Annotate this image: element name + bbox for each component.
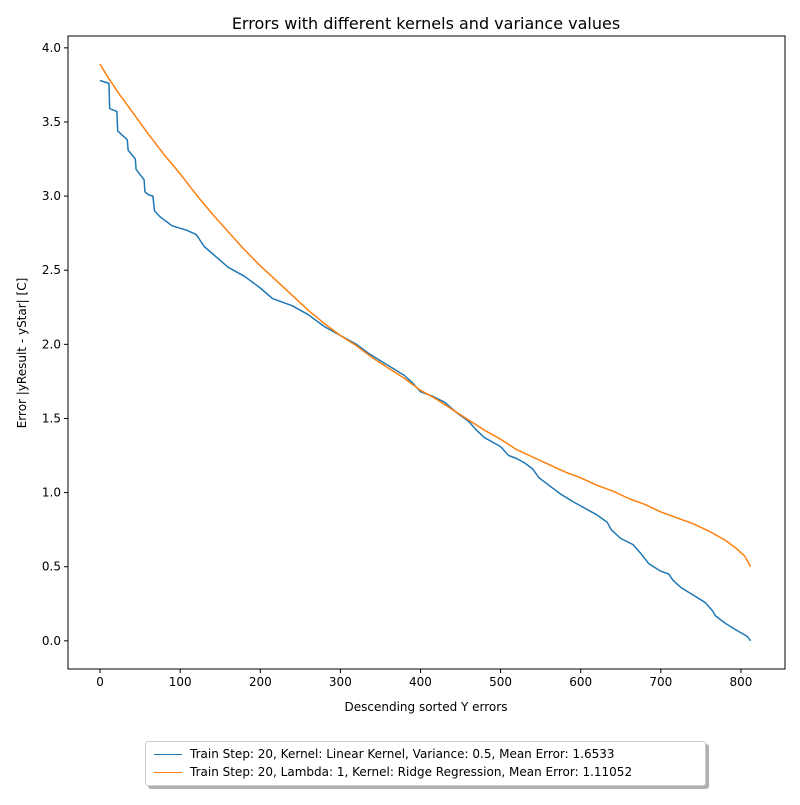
legend-label-linear: Train Step: 20, Kernel: Linear Kernel, V…: [190, 747, 615, 761]
chart-title: Errors with different kernels and varian…: [232, 14, 620, 33]
y-tick-label: 3.0: [42, 189, 61, 203]
x-tick-label: 100: [169, 675, 192, 689]
x-tick-label: 600: [569, 675, 592, 689]
x-axis-label: Descending sorted Y errors: [345, 700, 508, 714]
x-tick-label: 0: [96, 675, 104, 689]
legend-swatch-linear: [154, 753, 182, 755]
x-tick-label: 800: [729, 675, 752, 689]
legend: Train Step: 20, Kernel: Linear Kernel, V…: [145, 741, 706, 786]
x-tick-label: 200: [249, 675, 272, 689]
line-series-ridge-regression: [99, 63, 752, 568]
x-tick-label: 300: [329, 675, 352, 689]
plot-frame: [67, 35, 786, 670]
legend-entry-ridge: Train Step: 20, Lambda: 1, Kernel: Ridge…: [154, 763, 697, 781]
series-layer: [99, 63, 752, 642]
y-tick-label: 2.0: [42, 337, 61, 351]
x-tick-label: 700: [649, 675, 672, 689]
legend-swatch-ridge: [154, 771, 182, 773]
x-tick-label: 400: [409, 675, 432, 689]
y-tick-label: 1.5: [42, 411, 61, 425]
y-tick-label: 1.0: [42, 486, 61, 500]
y-tick-label: 0.5: [42, 560, 61, 574]
y-axis-label: Error |yResult - yStar| [C]: [15, 278, 29, 429]
legend-label-ridge: Train Step: 20, Lambda: 1, Kernel: Ridge…: [190, 765, 633, 779]
y-tick-label: 4.0: [42, 41, 61, 55]
axis-layer: 0 100 200 300 400 500 600 700 800 0.0 0.5 1.0 1.5 2.0…: [42, 41, 752, 689]
legend-entry-linear: Train Step: 20, Kernel: Linear Kernel, V…: [154, 745, 697, 763]
y-tick-label: 2.5: [42, 263, 61, 277]
y-tick-label: 0.0: [42, 634, 61, 648]
y-tick-label: 3.5: [42, 115, 61, 129]
x-tick-label: 500: [489, 675, 512, 689]
